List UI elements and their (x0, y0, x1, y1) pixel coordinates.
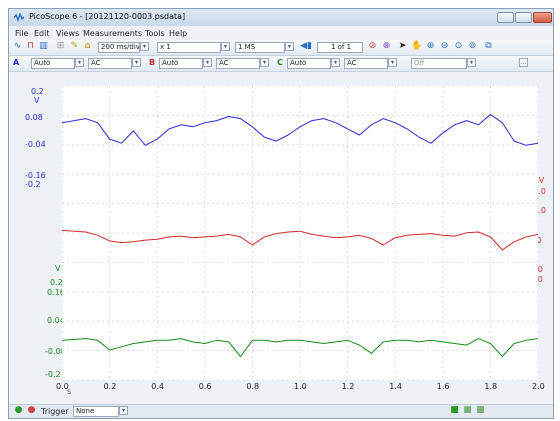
x-tick-label: 1.6 (436, 382, 450, 391)
channel-toolbar: A Auto ▾ AC ▾ B Auto ▾ AC ▾ C Auto ▾ AC … (9, 56, 553, 72)
chevron-down-icon[interactable]: ▾ (119, 406, 128, 415)
series-line-c (62, 338, 538, 357)
series-line-a (62, 114, 538, 146)
green-tick: 0.2 (50, 278, 63, 287)
green-tick: 0.16 (47, 288, 65, 297)
channel-a-range[interactable]: Auto (31, 58, 75, 69)
chevron-down-icon[interactable]: ▾ (221, 42, 230, 51)
zoom-out-icon[interactable]: ⊖ (440, 41, 449, 51)
menu-tools[interactable]: Tools (145, 29, 165, 38)
zoom-in-icon[interactable]: ⊕ (426, 41, 435, 51)
window-title: PicoScope 6 - [20121120-0003.psdata] (29, 12, 186, 21)
hand-icon[interactable]: ✋ (411, 41, 423, 51)
channel-d-range[interactable]: Off (411, 58, 467, 69)
capture-counter: 1 of 1 (317, 42, 363, 53)
chevron-down-icon[interactable]: ▾ (203, 58, 212, 67)
properties-icon[interactable]: ■ (476, 405, 485, 415)
ruler-icon[interactable]: ■ (450, 405, 459, 415)
run-icon[interactable]: ● (14, 405, 23, 415)
chevron-down-icon[interactable]: ▾ (132, 58, 141, 67)
channel-c-range[interactable]: Auto (287, 58, 331, 69)
delete-icon[interactable]: ⊗ (382, 41, 391, 51)
stop-capture-icon[interactable]: ● (27, 405, 36, 415)
menu-bar: File Edit Views Measurements Tools Help (9, 27, 553, 40)
chevron-down-icon[interactable]: ▾ (260, 58, 269, 67)
blue-tick: 0.08 (25, 113, 43, 122)
blue-tick: -0.2 (25, 180, 41, 189)
channel-a-label: A (13, 58, 20, 67)
app-window: PicoScope 6 - [20121120-0003.psdata] Fil… (8, 8, 554, 419)
blue-tick: -0.04 (25, 140, 46, 149)
x-tick-label: 1.4 (389, 382, 402, 391)
zoom-fit-icon[interactable]: ⊚ (468, 41, 477, 51)
blue-tick: -0.16 (25, 171, 46, 180)
trigger-mode-select[interactable]: None (73, 406, 119, 417)
x-tick-label: 0.2 (103, 382, 117, 391)
channel-b-label: B (149, 58, 156, 67)
green-tick: -0.08 (45, 347, 66, 356)
stop-icon[interactable]: ⊘ (368, 41, 377, 51)
x-tick-label: 0.0 (56, 382, 69, 391)
close-button[interactable] (533, 12, 552, 23)
zoom-overview-icon[interactable]: ⧉ (485, 41, 492, 51)
chevron-down-icon[interactable]: ▾ (140, 42, 149, 51)
status-bar: ● ● Trigger None ▾ ■ ■ ■ (9, 404, 553, 418)
persistence-mode-icon[interactable]: ⊓ (26, 41, 35, 51)
green-axis-unit: V (55, 264, 61, 273)
menu-help[interactable]: Help (169, 29, 188, 38)
chevron-down-icon[interactable]: ▾ (75, 58, 84, 67)
series-line-b (62, 229, 538, 251)
x-tick-label: 0.4 (151, 382, 164, 391)
chevron-down-icon[interactable]: ▾ (467, 58, 476, 67)
chevron-down-icon[interactable]: ▾ (331, 58, 340, 67)
channel-a-coupling[interactable]: AC (88, 58, 132, 69)
samples-select[interactable]: 1 MS (235, 42, 285, 53)
menu-measurements[interactable]: Measurements (83, 29, 143, 38)
blue-axis-unit: V (34, 96, 40, 105)
oscilloscope-plot[interactable] (62, 86, 538, 380)
scope-mode-icon[interactable]: ∿ (13, 41, 22, 51)
x-tick-label: 1.0 (294, 382, 307, 391)
green-tick: 0.04 (47, 316, 65, 325)
channel-c-label: C (277, 58, 283, 67)
green-tick: -0.2 (45, 370, 61, 379)
pointer-icon[interactable]: ➤ (398, 41, 407, 51)
title-bar: PicoScope 6 - [20121120-0003.psdata] (9, 9, 553, 26)
trigger-label: Trigger (41, 407, 69, 416)
timebase-select[interactable]: 200 ms/div (98, 42, 140, 53)
channels-icon[interactable]: ⊞ (56, 41, 65, 51)
chevron-down-icon[interactable]: ▾ (388, 58, 397, 67)
more-options-icon[interactable]: … (519, 58, 528, 67)
x-tick-label: 2.0 (532, 382, 545, 391)
spectrum-mode-icon[interactable]: ▥ (39, 41, 48, 51)
minimize-button[interactable] (497, 12, 514, 23)
x-axis-unit: s (67, 387, 72, 396)
menu-edit[interactable]: Edit (34, 29, 50, 38)
notes-icon[interactable]: ■ (463, 405, 472, 415)
menu-file[interactable]: File (15, 29, 29, 38)
x-tick-label: 1.8 (484, 382, 498, 391)
x-tick-label: 1.2 (341, 382, 355, 391)
menu-views[interactable]: Views (56, 29, 80, 38)
zoom-region-icon[interactable]: ⊙ (454, 41, 463, 51)
chevron-down-icon[interactable]: ▾ (285, 42, 294, 51)
first-capture-icon[interactable]: ◀▮ (300, 41, 312, 51)
probe-icon[interactable]: ✎ (70, 41, 79, 51)
blue-tick: 0.2 (31, 87, 44, 96)
channel-b-coupling[interactable]: AC (216, 58, 260, 69)
channel-b-range[interactable]: Auto (159, 58, 203, 69)
x-tick-label: 0.6 (198, 382, 212, 391)
capture-toolbar: ∿ ⊓ ▥ ⊞ ✎ ⌂ 200 ms/div ▾ x 1 ▾ 1 MS ▾ ◀▮… (9, 40, 553, 56)
home-icon[interactable]: ⌂ (84, 41, 91, 51)
channel-c-coupling[interactable]: AC (344, 58, 388, 69)
multiplier-select[interactable]: x 1 (157, 42, 221, 53)
x-tick-label: 0.8 (246, 382, 260, 391)
picoscope-icon (14, 13, 24, 22)
maximize-button[interactable] (515, 12, 532, 23)
